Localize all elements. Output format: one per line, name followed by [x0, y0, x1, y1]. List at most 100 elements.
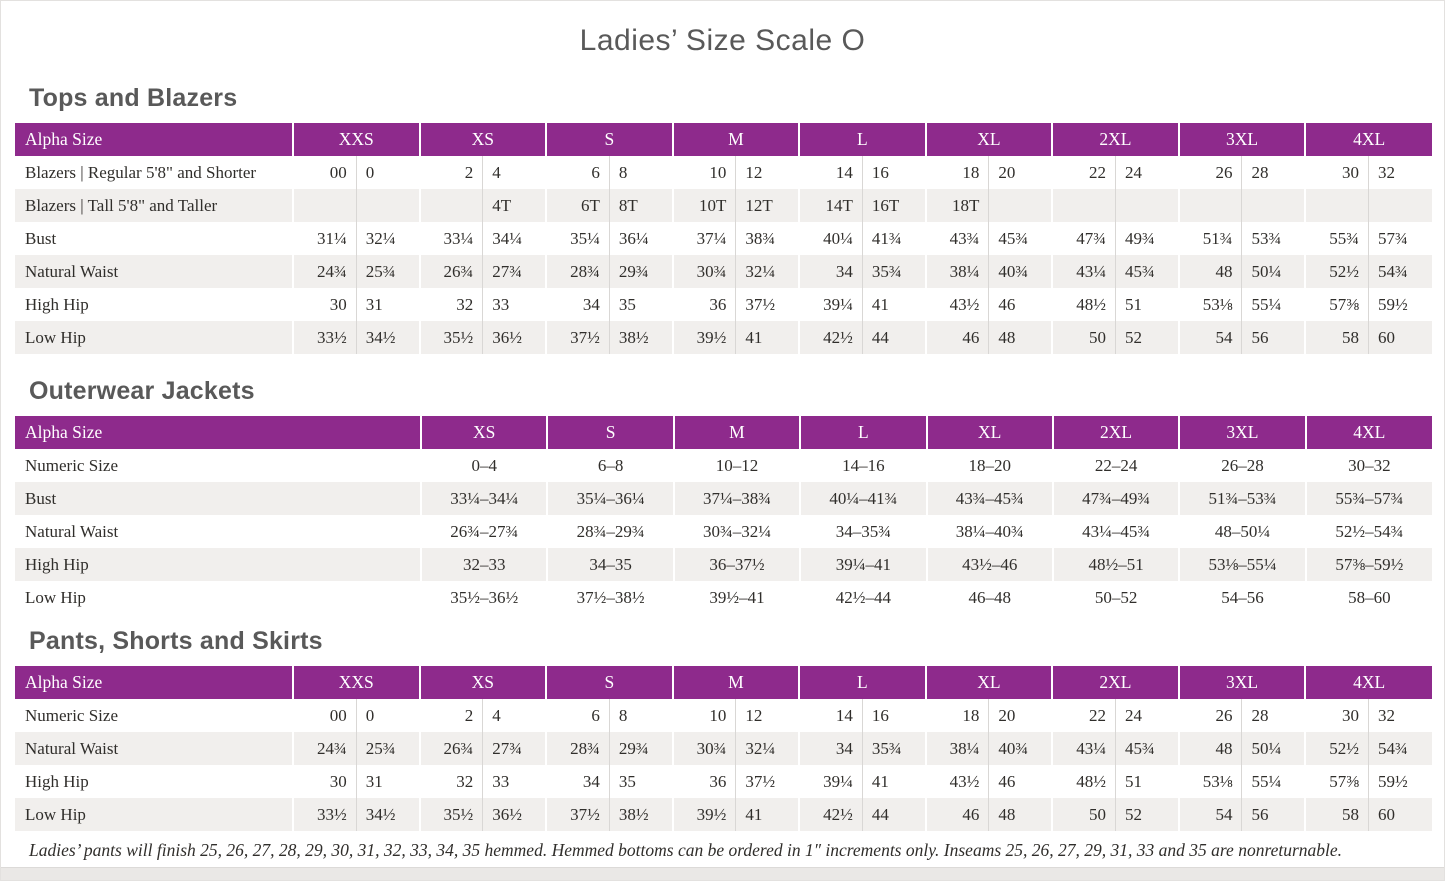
row-label: Blazers | Tall 5'8" and Taller [15, 189, 294, 222]
size-column-header-xl: XL [924, 666, 1053, 699]
table-cell: 37½ [545, 321, 610, 354]
table-cell: 58 [1304, 321, 1370, 354]
table-cell: 6–8 [546, 449, 674, 482]
table-cell: 29¾ [618, 738, 649, 758]
size-column-header-xs: XS [418, 123, 547, 156]
size-column-header-3xl: 3XL [1177, 666, 1306, 699]
table-cell: 46 [924, 798, 990, 831]
table-cell: 38¼ [924, 255, 990, 288]
table-cell: 36½ [492, 327, 523, 347]
table-cell: 00 [291, 156, 357, 189]
table-cell: 59½ [1378, 771, 1408, 791]
table-cell: 57¾ [1378, 228, 1408, 248]
table-cell: 16 [871, 162, 889, 182]
table-cell: 42½ [798, 321, 863, 354]
table-cell: 31 [365, 294, 383, 314]
row-label: Low Hip [15, 321, 294, 354]
table-cell: 45¾ [1124, 261, 1155, 281]
table-cell: 32¼ [365, 228, 396, 248]
table-cell: 33 [492, 294, 510, 314]
table-cell: 14–16 [799, 449, 927, 482]
row-label: Bust [15, 482, 422, 515]
table-cell: 38¼–40¾ [925, 515, 1053, 548]
table-cell: 48 [998, 327, 1016, 347]
table-cell: 48 [1177, 255, 1243, 288]
row-label: Numeric Size [15, 449, 422, 482]
table-cell: 39¼ [798, 765, 863, 798]
header-row: Alpha Size XS S M L XL 2XL 3XL 4XL [15, 416, 1432, 449]
table-cell: 54 [1177, 321, 1243, 354]
size-column-header-m: M [671, 123, 800, 156]
size-column-header-4xl: 4XL [1304, 123, 1432, 156]
table-cell: 33¼–34¼ [419, 482, 548, 515]
sections-container: Tops and Blazers Alpha Size XXS XS S M L XL 2XL 3… [15, 81, 1432, 831]
row-label: Numeric Size [15, 699, 294, 732]
table-row: Natural Waist 26¾–27¾ 28¾–29¾ 30¾–32¼ 34–35¾… [15, 515, 1432, 548]
table-cell: 43½–46 [925, 548, 1053, 581]
table-cell: 35¾ [871, 261, 902, 281]
table-cell: 35¼–36¼ [546, 482, 674, 515]
row-label: Bust [15, 222, 294, 255]
table-cell: 14 [798, 156, 863, 189]
table-cell: 52 [1124, 804, 1142, 824]
table-cell: 32 [1378, 705, 1396, 725]
table-cell: 24 [1124, 162, 1142, 182]
section-heading-pants-shorts-and-skirts: Pants, Shorts and Skirts [29, 627, 323, 655]
table-cell: 35¾ [871, 738, 902, 758]
table-cell: 32 [418, 765, 484, 798]
table-cell: 25¾ [365, 261, 396, 281]
table-cell: 12 [745, 162, 763, 182]
table-cell: 51 [1124, 294, 1142, 314]
table-cell: 41 [871, 294, 889, 314]
table-cell [1177, 189, 1243, 222]
footnote: Ladies’ pants will finish 25, 26, 27, 28… [29, 840, 1343, 860]
table-cell: 20 [998, 705, 1016, 725]
table-cell [356, 189, 419, 222]
table-cell: 8 [618, 705, 628, 725]
table-cell: 2 [418, 156, 484, 189]
table-cell: 33¼ [418, 222, 484, 255]
table-row: Natural Waist 24¾ 25¾ 26¾ 27¾ 28¾ 29¾ 30¾ 32¼ 34 3… [15, 255, 1432, 288]
table-row: Blazers | Tall 5'8" and Taller 4T 6T 8T 10T 1… [15, 189, 1432, 222]
table-cell: 53⅛ [1177, 765, 1243, 798]
table-cell: 52½ [1304, 732, 1370, 765]
table-cell: 10–12 [672, 449, 801, 482]
table-cell: 55¼ [1251, 771, 1282, 791]
size-column-header-xl: XL [925, 416, 1053, 449]
table-row: Bust 31¼ 32¼ 33¼ 34¼ 35¼ 36¼ 37¼ 38¾ 40¼ 41¾ 43¾ 45¾… [15, 222, 1432, 255]
table-row: Bust 33¼–34¼ 35¼–36¼ 37¼–38¾ 40¼–41¾ 43¾–45¾ 4… [15, 482, 1432, 515]
table-cell: 50 [1051, 321, 1116, 354]
table-cell: 30 [291, 765, 357, 798]
table-cell: 18 [924, 699, 990, 732]
table-cell: 39¼–41 [799, 548, 927, 581]
row-label: High Hip [15, 548, 422, 581]
table-cell: 47¾–49¾ [1051, 482, 1180, 515]
row-label: High Hip [15, 288, 294, 321]
table-cell: 37¼–38¾ [672, 482, 801, 515]
table-row: Low Hip 33½ 34½ 35½ 36½ 37½ 38½ 39½ 41 42½ 44 46 48 5… [15, 321, 1432, 354]
table-cell [1051, 189, 1116, 222]
table-cell: 30¾ [671, 255, 737, 288]
table-cell: 41 [745, 804, 763, 824]
table-cell: 57⅜–59½ [1304, 548, 1432, 581]
table-cell: 38¾ [745, 228, 776, 248]
table-cell: 4T [492, 195, 512, 215]
table-cell: 28¾ [545, 255, 610, 288]
table-cell: 40¾ [998, 261, 1029, 281]
table-cell: 52½–54¾ [1304, 515, 1432, 548]
size-column-header-l: L [799, 416, 927, 449]
table-cell: 26 [1177, 156, 1243, 189]
table-cell: 0–4 [419, 449, 548, 482]
size-column-header-s: S [545, 666, 673, 699]
table-cell: 36½ [492, 804, 523, 824]
table-cell: 55¼ [1251, 294, 1282, 314]
row-label: Low Hip [15, 581, 422, 614]
table-cell: 6 [545, 699, 610, 732]
size-column-header-2xl: 2XL [1051, 666, 1179, 699]
table-cell: 51¾–53¾ [1178, 482, 1306, 515]
table-cell: 53⅛ [1177, 288, 1243, 321]
table-cell: 37½–38½ [546, 581, 674, 614]
table-cell: 30 [291, 288, 357, 321]
table-cell: 18 [924, 156, 990, 189]
table-cell: 36¼ [618, 228, 649, 248]
